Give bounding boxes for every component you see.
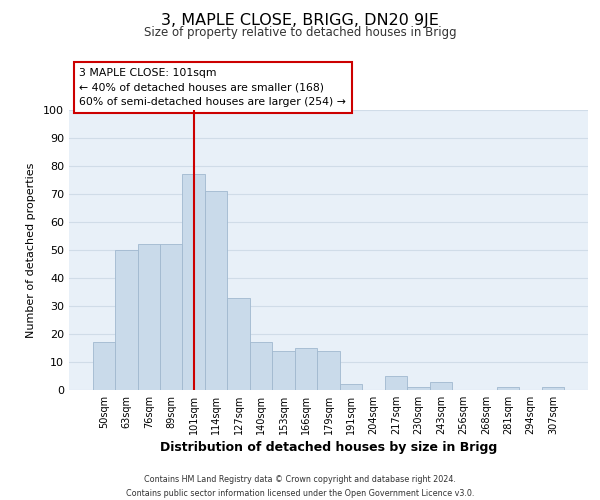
Bar bbox=[295, 348, 317, 390]
Bar bbox=[160, 244, 182, 390]
Bar bbox=[385, 376, 407, 390]
Bar bbox=[497, 387, 520, 390]
Bar bbox=[227, 298, 250, 390]
Y-axis label: Number of detached properties: Number of detached properties bbox=[26, 162, 36, 338]
Text: 3 MAPLE CLOSE: 101sqm
← 40% of detached houses are smaller (168)
60% of semi-det: 3 MAPLE CLOSE: 101sqm ← 40% of detached … bbox=[79, 68, 346, 107]
Bar bbox=[182, 174, 205, 390]
Bar bbox=[542, 387, 565, 390]
Bar bbox=[137, 244, 160, 390]
Bar bbox=[407, 387, 430, 390]
Bar bbox=[205, 191, 227, 390]
Bar bbox=[115, 250, 137, 390]
Text: 3, MAPLE CLOSE, BRIGG, DN20 9JE: 3, MAPLE CLOSE, BRIGG, DN20 9JE bbox=[161, 12, 439, 28]
Bar bbox=[430, 382, 452, 390]
Bar bbox=[317, 351, 340, 390]
Bar bbox=[92, 342, 115, 390]
Bar bbox=[250, 342, 272, 390]
X-axis label: Distribution of detached houses by size in Brigg: Distribution of detached houses by size … bbox=[160, 441, 497, 454]
Text: Size of property relative to detached houses in Brigg: Size of property relative to detached ho… bbox=[143, 26, 457, 39]
Bar bbox=[340, 384, 362, 390]
Text: Contains HM Land Registry data © Crown copyright and database right 2024.
Contai: Contains HM Land Registry data © Crown c… bbox=[126, 476, 474, 498]
Bar bbox=[272, 351, 295, 390]
